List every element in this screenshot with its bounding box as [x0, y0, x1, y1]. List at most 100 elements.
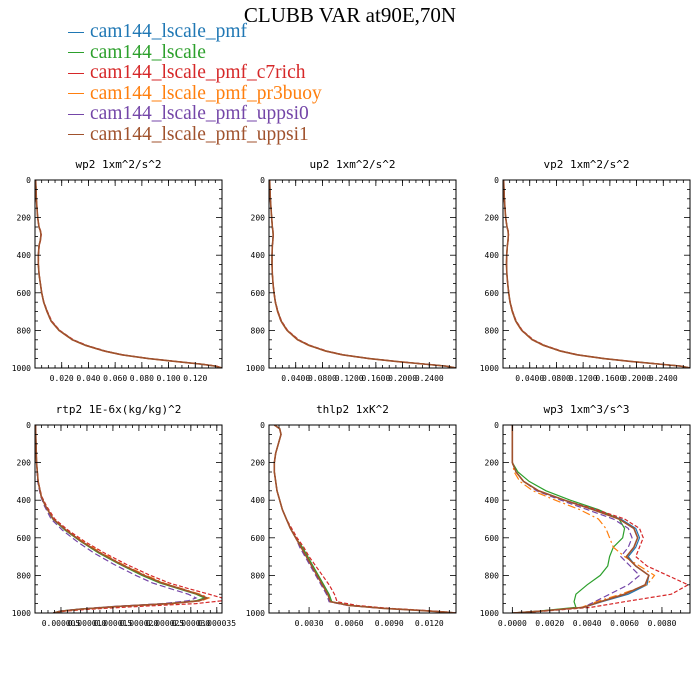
- series-line: [269, 180, 456, 368]
- series-line: [273, 425, 456, 613]
- series-line: [503, 180, 690, 368]
- x-tick-label: 0.0020: [535, 619, 564, 628]
- series-line: [273, 425, 456, 613]
- legend-swatch: [68, 134, 84, 136]
- chart-panel: vp2 1xm^2/s^2 0 200 400 600 800 1000 0.04000.08…: [480, 158, 691, 383]
- x-tick-label: 0.0400: [515, 374, 544, 383]
- x-tick-label: 0.120: [183, 374, 207, 383]
- legend-swatch: [68, 52, 84, 54]
- x-tick-label: 0.0000: [498, 619, 527, 628]
- series-line: [273, 425, 456, 613]
- chart-panel: rtp2 1E-6x(kg/kg)^2 0 200 400 600 800 1000 0.00…: [12, 403, 237, 628]
- series-line: [511, 425, 626, 613]
- panel-title: rtp2 1E-6x(kg/kg)^2: [56, 403, 182, 416]
- series-line: [511, 425, 641, 613]
- x-tick-label: 0.0800: [308, 374, 337, 383]
- series-line: [35, 180, 222, 368]
- x-tick-label: 0.020: [50, 374, 74, 383]
- y-tick-label: 400: [251, 496, 266, 505]
- legend-entry: cam144_lscale_pmf_c7rich: [68, 63, 322, 84]
- y-tick-label: 400: [17, 496, 32, 505]
- x-tick-label: 0.0060: [335, 619, 364, 628]
- y-tick-label: 800: [17, 326, 32, 335]
- y-tick-label: 800: [485, 326, 500, 335]
- x-tick-label: 0.0800: [542, 374, 571, 383]
- legend-entry: cam144_lscale_pmf_uppsi1: [68, 123, 322, 146]
- panel-title: thlp2 1xK^2: [316, 403, 389, 416]
- plot-frame: [34, 424, 223, 614]
- x-tick-label: 0.0400: [281, 374, 310, 383]
- legend-label: cam144_lscale_pmf_c7rich: [90, 62, 306, 84]
- panel-title: vp2 1xm^2/s^2: [543, 158, 629, 171]
- series-line: [511, 425, 650, 613]
- y-tick-label: 800: [485, 571, 500, 580]
- series-line: [273, 425, 456, 613]
- y-tick-label: 1000: [480, 609, 499, 618]
- x-tick-label: 0.000035: [198, 619, 237, 628]
- y-tick-label: 1000: [480, 364, 499, 373]
- x-tick-label: 0.100: [157, 374, 181, 383]
- legend-swatch: [68, 113, 84, 115]
- x-tick-label: 0.1600: [595, 374, 624, 383]
- y-tick-label: 0: [26, 176, 31, 185]
- series-line: [35, 180, 222, 368]
- series-line: [35, 425, 211, 613]
- legend-label: cam144_lscale_pmf: [90, 21, 248, 43]
- y-tick-label: 600: [485, 289, 500, 298]
- series-line: [35, 425, 208, 613]
- x-tick-label: 0.1600: [361, 374, 390, 383]
- y-tick-label: 200: [251, 459, 266, 468]
- y-tick-label: 200: [17, 214, 32, 223]
- legend-entry: cam144_lscale_pmf_pr3buoy: [68, 82, 322, 105]
- panel-title: wp2 1xm^2/s^2: [75, 158, 161, 171]
- y-tick-label: 400: [17, 251, 32, 260]
- y-tick-label: 1000: [12, 364, 31, 373]
- series-line: [35, 180, 222, 368]
- y-tick-label: 0: [260, 176, 265, 185]
- y-tick-label: 800: [251, 326, 266, 335]
- panel-title: up2 1xm^2/s^2: [309, 158, 395, 171]
- y-tick-label: 1000: [246, 609, 265, 618]
- y-tick-label: 1000: [246, 364, 265, 373]
- series-line: [511, 425, 656, 613]
- y-tick-label: 600: [251, 289, 266, 298]
- y-tick-label: 400: [485, 496, 500, 505]
- y-tick-label: 1000: [12, 609, 31, 618]
- y-tick-label: 0: [494, 421, 499, 430]
- x-tick-label: 0.1200: [335, 374, 364, 383]
- y-tick-label: 600: [17, 289, 32, 298]
- legend-entry: cam144_lscale: [68, 42, 322, 64]
- legend-label: cam144_lscale_pmf_pr3buoy: [90, 82, 322, 104]
- legend-label: cam144_lscale_pmf_uppsi0: [90, 103, 309, 125]
- legend-label: cam144_lscale_pmf_uppsi1: [90, 123, 309, 145]
- series-line: [35, 425, 206, 613]
- x-tick-label: 0.2000: [622, 374, 651, 383]
- legend-swatch: [68, 93, 84, 95]
- series-line: [35, 425, 210, 613]
- x-tick-label: 0.0030: [295, 619, 324, 628]
- chart-panel: up2 1xm^2/s^2 0 200 400 600 800 1000 0.04000.08…: [246, 158, 457, 383]
- y-tick-label: 200: [485, 459, 500, 468]
- legend-swatch: [68, 31, 84, 33]
- series-line: [35, 180, 222, 368]
- x-tick-label: 0.0060: [610, 619, 639, 628]
- chart-panel: thlp2 1xK^2 0 200 400 600 800 1000 0.0030 0.0060…: [246, 403, 457, 628]
- x-tick-label: 0.040: [76, 374, 100, 383]
- x-tick-label: 0.0080: [647, 619, 676, 628]
- series-line: [273, 425, 456, 613]
- legend-entry: cam144_lscale_pmf_uppsi0: [68, 104, 322, 125]
- series-line: [35, 425, 222, 613]
- y-tick-label: 0: [260, 421, 265, 430]
- x-tick-label: 0.000025: [146, 619, 185, 628]
- panel-title: wp3 1xm^3/s^3: [543, 403, 629, 416]
- x-tick-label: 0.1200: [569, 374, 598, 383]
- figure-title: CLUBB VAR at90E,70N: [243, 3, 457, 27]
- x-tick-label: 0.080: [130, 374, 154, 383]
- x-tick-label: 0.000020: [120, 619, 159, 628]
- y-tick-label: 800: [17, 571, 32, 580]
- y-tick-label: 600: [251, 534, 266, 543]
- y-tick-label: 400: [251, 251, 266, 260]
- x-tick-label: 0.060: [103, 374, 127, 383]
